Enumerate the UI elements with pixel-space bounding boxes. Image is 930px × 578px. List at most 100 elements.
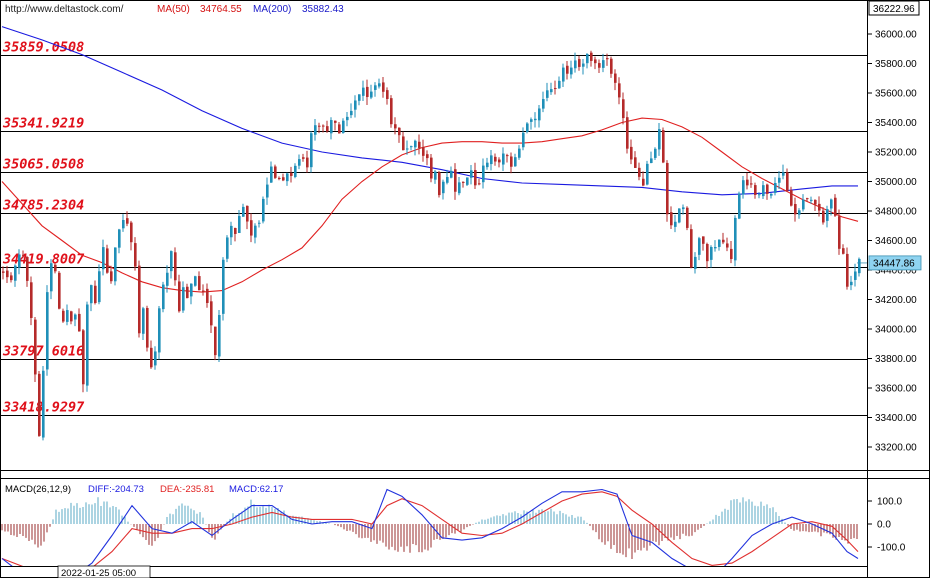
candle-body [650, 158, 653, 164]
candle-body [622, 99, 625, 119]
candle-body [474, 170, 477, 186]
price-tick-label: 33800.00 [875, 354, 917, 365]
level-label: 35065.0508 [2, 157, 84, 173]
candle-body [802, 199, 805, 210]
candle-body [550, 89, 553, 93]
candle-body [810, 199, 813, 201]
candle-body [10, 275, 13, 281]
candle-body [578, 59, 581, 67]
candle-body [562, 67, 565, 82]
candle-body [14, 265, 17, 281]
price-tick-label: 34000.00 [875, 325, 917, 336]
candle-body [750, 183, 753, 185]
candle-body [822, 210, 825, 223]
candle-body [350, 110, 353, 116]
candle-body [658, 129, 661, 150]
candle-body [142, 308, 145, 334]
candle-body [242, 206, 245, 217]
candle-body [598, 63, 601, 68]
candle-body [186, 286, 189, 299]
candle-body [434, 171, 437, 180]
candle-body [298, 159, 301, 166]
candle-body [734, 217, 737, 261]
candle-body [98, 271, 101, 303]
level-label: 34419.8007 [2, 252, 85, 268]
candle-body [202, 290, 205, 292]
time-label-box [57, 565, 151, 578]
level-label: 34785.2304 [2, 198, 84, 214]
candle-body [114, 247, 117, 282]
candle-body [522, 132, 525, 148]
candle-body [782, 172, 785, 176]
candle-body [206, 288, 209, 304]
candle-body [86, 304, 89, 386]
candle-body [834, 197, 837, 216]
candle-body [78, 313, 81, 332]
url-label[interactable]: http://www.deltastock.com/ [5, 4, 124, 15]
candle-body [630, 146, 633, 160]
price-tick-label: 33200.00 [875, 443, 917, 454]
candle-body [302, 157, 305, 159]
candle-body [358, 94, 361, 101]
candle-body [290, 173, 293, 176]
candle-body [170, 251, 173, 272]
candle-body [430, 157, 433, 179]
candle-body [706, 244, 709, 262]
candle-body [270, 166, 273, 183]
candle-body [146, 307, 149, 348]
candle-body [566, 65, 569, 74]
candle-body [770, 193, 773, 196]
price-tick-label: 35600.00 [875, 89, 917, 100]
candle-body [606, 58, 609, 60]
ma50-line [1, 117, 859, 293]
time-label: 2022-01-25 05:00 [61, 568, 136, 578]
candle-body [846, 253, 849, 287]
price-tick-label: 34200.00 [875, 295, 917, 306]
macd-diff: DIFF:-204.73 [88, 484, 144, 495]
candle-body [638, 167, 641, 177]
candle-body [226, 237, 229, 259]
candle-body [410, 146, 413, 148]
candle-body [218, 315, 221, 357]
candle-body [482, 165, 485, 183]
candle-body [470, 170, 473, 178]
candle-body [214, 326, 217, 356]
candle-body [746, 179, 749, 186]
price-tick-label: 34400.00 [875, 266, 917, 277]
candle-body [634, 157, 637, 168]
candle-body [130, 222, 133, 243]
candle-body [154, 351, 157, 366]
candle-body [842, 248, 845, 254]
candle-body [26, 257, 29, 281]
candle-body [354, 100, 357, 110]
candle-body [246, 205, 249, 222]
candle-body [726, 243, 729, 248]
current-price-box [868, 255, 922, 271]
candle-body [282, 177, 285, 181]
candle-body [370, 91, 373, 98]
price-axis: 33200.00 33400.00 33600.00 33800.00 34000.00… [867, 30, 917, 454]
candle-body [526, 123, 529, 133]
candle-body [278, 177, 281, 179]
candle-body [382, 82, 385, 92]
candle-body [34, 319, 37, 375]
candle-body [762, 185, 765, 197]
candle-body [686, 207, 689, 228]
candle-body [718, 239, 721, 247]
candle-body [774, 182, 777, 193]
candle-body [342, 120, 345, 133]
candle-body [346, 116, 349, 121]
candle-body [286, 173, 289, 182]
candle-body [398, 127, 401, 136]
candle-body [254, 225, 257, 238]
macd-tick-label: -100.0 [877, 543, 906, 554]
candles [2, 50, 861, 441]
candle-body [318, 125, 321, 127]
candle-body [46, 292, 49, 370]
candle-body [262, 198, 265, 222]
macd-value: MACD:62.17 [229, 484, 283, 495]
candle-body [106, 248, 109, 273]
candle-body [602, 60, 605, 68]
